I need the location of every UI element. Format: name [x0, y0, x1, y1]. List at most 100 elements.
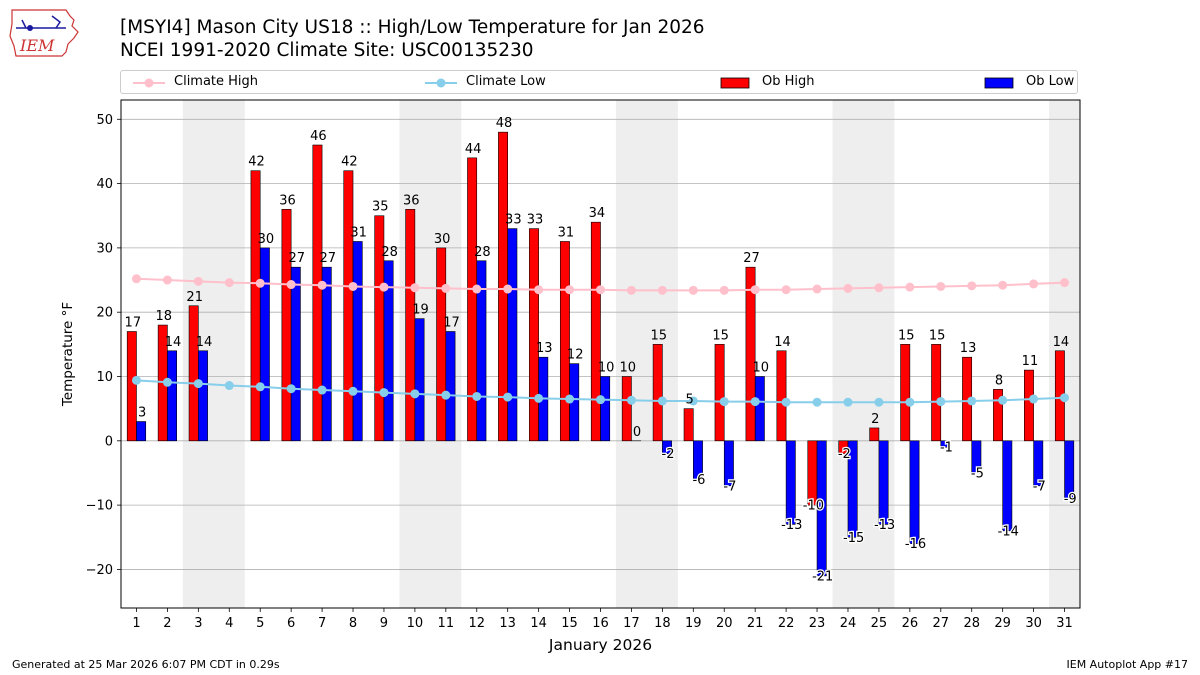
y-tick-label: −20 — [86, 563, 113, 578]
ob-high-label: 15 — [650, 328, 667, 343]
ob-low-bar — [445, 331, 456, 442]
ob-low-label: -7 — [723, 479, 736, 494]
x-tick-label: 24 — [840, 616, 857, 631]
climate-low-point — [750, 397, 760, 407]
climate-low-point — [162, 377, 172, 387]
ob-high-label: -2 — [838, 447, 851, 462]
ob-high-label: 8 — [995, 373, 1003, 388]
x-tick-label: 5 — [256, 616, 264, 631]
climate-high-point — [131, 274, 141, 284]
ob-low-bar — [785, 440, 796, 525]
climate-high-point — [410, 283, 420, 293]
legend-label-ob-low: Ob Low — [1026, 74, 1075, 89]
ob-low-bar — [723, 440, 734, 487]
climate-high-point — [998, 280, 1008, 290]
climate-low-point — [843, 397, 853, 407]
ob-low-bar — [259, 247, 270, 442]
y-axis-label: Temperature °F — [60, 302, 76, 407]
ob-high-bar — [745, 266, 756, 442]
ob-low-label: 14 — [196, 335, 213, 350]
ob-low-label: 10 — [598, 361, 615, 376]
x-tick-label: 6 — [287, 616, 295, 631]
climate-high-point — [317, 280, 327, 290]
y-tick-label: 20 — [96, 306, 113, 321]
climate-high-point — [688, 285, 698, 295]
ob-high-bar — [807, 440, 818, 506]
x-tick-label: 29 — [994, 616, 1011, 631]
ob-high-label: 34 — [589, 206, 606, 221]
ob-low-label: 28 — [474, 245, 491, 260]
ob-low-label: 0 — [633, 425, 641, 440]
ob-high-bar — [529, 228, 539, 442]
climate-high-point — [781, 285, 791, 295]
ob-low-bar — [816, 440, 827, 577]
ob-high-label: 44 — [465, 142, 482, 157]
climate-high-point — [534, 285, 544, 295]
ob-high-label: 5 — [686, 393, 694, 408]
x-tick-label: 17 — [623, 616, 640, 631]
ob-low-label: 33 — [505, 213, 522, 228]
app-credit: IEM Autoplot App #17 — [1066, 658, 1189, 671]
legend-swatch-climate-high — [133, 78, 165, 88]
chart-title: [MSYI4] Mason City US18 :: High/Low Temp… — [120, 17, 705, 38]
ob-low-label: 27 — [319, 251, 336, 266]
x-tick-label: 22 — [778, 616, 795, 631]
climate-high-point — [193, 276, 203, 286]
x-tick-label: 9 — [380, 616, 388, 631]
x-tick-label: 30 — [1025, 616, 1042, 631]
climate-low-point — [596, 395, 605, 405]
ob-high-bar — [1024, 369, 1034, 442]
ob-low-bar — [940, 440, 951, 448]
ob-low-bar — [290, 266, 301, 442]
ob-high-label: 46 — [310, 129, 327, 144]
legend-swatch-ob-high — [720, 77, 750, 89]
climate-high-point — [967, 281, 977, 291]
climate-low-point — [781, 397, 791, 407]
climate-high-point — [936, 281, 946, 291]
ob-high-bar — [436, 247, 447, 442]
plot-frame — [120, 99, 1081, 609]
climate-high-point — [286, 280, 296, 290]
ob-low-bar — [693, 440, 703, 480]
ob-high-bar — [869, 427, 880, 442]
ob-low-bar — [167, 350, 177, 442]
x-tick-label: 26 — [902, 616, 919, 631]
ob-high-bar — [714, 344, 725, 442]
ob-high-label: 48 — [496, 116, 513, 131]
climate-high-point — [657, 285, 667, 295]
x-tick-label: 7 — [318, 616, 326, 631]
ob-high-bar — [931, 344, 942, 442]
ob-high-bar — [312, 144, 323, 442]
ob-high-label: 17 — [125, 315, 142, 330]
climate-high-point — [750, 285, 760, 295]
x-tick-label: 21 — [747, 616, 764, 631]
iowa-state-outline — [9, 9, 79, 57]
climate-low-point — [286, 384, 296, 394]
ob-high-label: 2 — [871, 412, 879, 427]
ob-low-label: 30 — [258, 232, 275, 247]
ob-low-label: -13 — [874, 518, 895, 533]
climate-low-point — [224, 381, 234, 391]
ob-low-bar — [600, 376, 611, 442]
climate-high-point — [596, 285, 605, 295]
x-tick-label: 18 — [654, 616, 671, 631]
climate-low-point — [874, 397, 884, 407]
ob-low-bar — [321, 266, 332, 442]
climate-low-point — [255, 382, 265, 392]
ob-high-bar — [993, 389, 1003, 442]
climate-high-point — [1029, 279, 1039, 289]
climate-low-point — [534, 393, 544, 403]
ob-low-bar — [414, 318, 425, 442]
x-tick-label: 20 — [716, 616, 733, 631]
climate-low-point — [317, 385, 327, 395]
climate-low-point — [131, 375, 141, 385]
logo-weather-vane — [21, 15, 62, 29]
ob-low-label: -9 — [1064, 492, 1077, 507]
ob-low-label: -6 — [692, 473, 705, 488]
climate-low-point — [441, 390, 451, 400]
climate-high-point — [348, 281, 358, 291]
ob-low-label: -2 — [662, 447, 675, 462]
climate-low-point — [472, 391, 482, 401]
climate-high-point — [379, 282, 389, 292]
